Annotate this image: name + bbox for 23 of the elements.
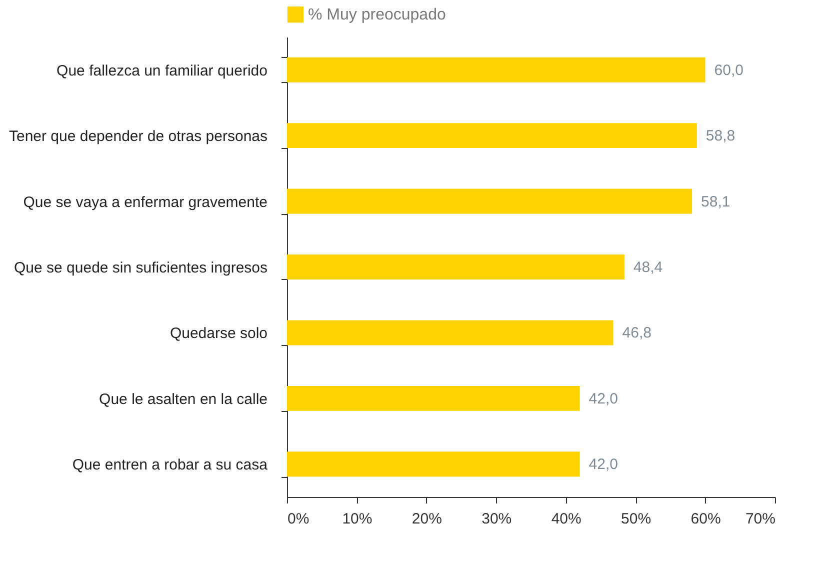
data-label: 58,1 <box>701 193 730 210</box>
data-label: 42,0 <box>588 456 618 474</box>
x-tick-label: 40% <box>551 510 582 528</box>
y-tick-label: Que le asalten en la calle <box>99 390 268 408</box>
data-label: 58,8 <box>706 128 736 145</box>
x-tick-label: 30% <box>482 510 512 528</box>
data-label: 48,4 <box>633 259 663 276</box>
data-label: 46,8 <box>622 324 652 342</box>
x-tick-label: 0% <box>288 510 310 528</box>
x-tick-label: 70% <box>745 510 776 528</box>
y-tick-label: Que fallezca un familiar querido <box>56 62 268 80</box>
x-tick-label: 60% <box>690 510 721 528</box>
y-tick-label: Que entren a robar a su casa <box>72 456 268 474</box>
x-tick-label: 50% <box>621 510 652 528</box>
x-tick-label: 20% <box>412 510 442 528</box>
y-tick-label: Que se quede sin suficientes ingresos <box>14 260 268 276</box>
y-tick-label: Tener que depender de otras personas <box>8 128 268 146</box>
x-tick-label: 10% <box>342 510 372 528</box>
y-tick-label: Quedarse solo <box>170 325 268 342</box>
data-label: 42,0 <box>588 390 618 408</box>
legend-label: % Muy preocupado <box>308 6 446 24</box>
y-tick-label: Que se vaya a enfermar gravemente <box>23 194 268 211</box>
data-label: 60,0 <box>714 62 744 79</box>
